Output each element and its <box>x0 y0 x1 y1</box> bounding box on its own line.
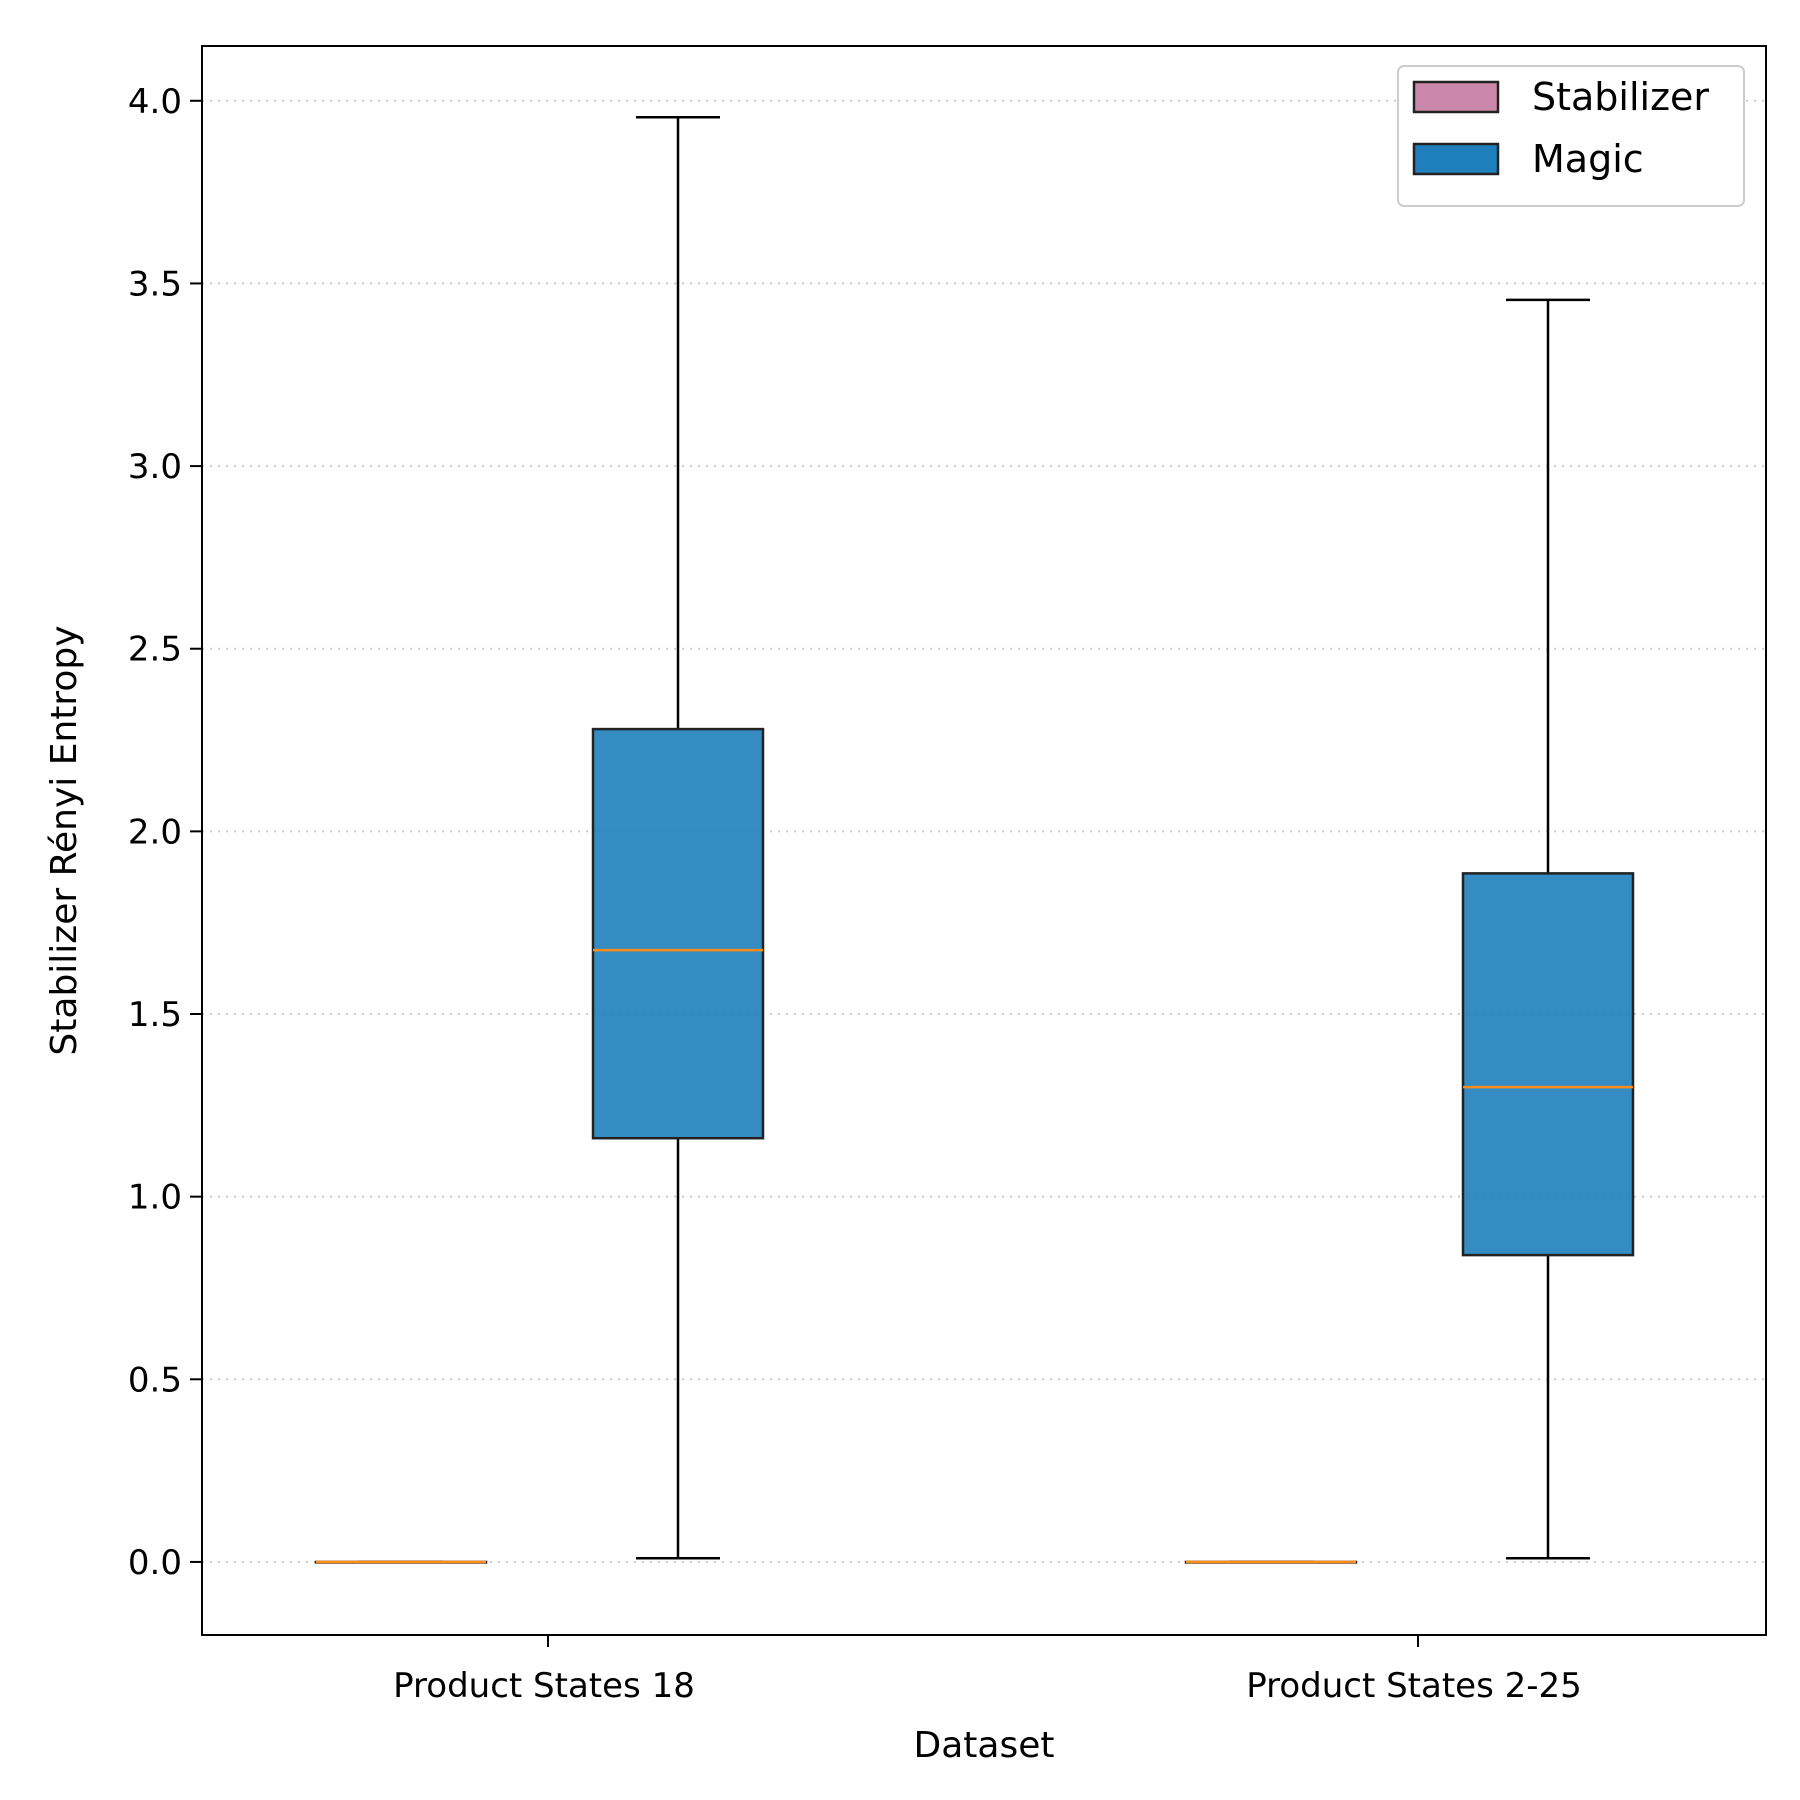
legend: Stabilizer Magic <box>1397 65 1745 207</box>
y-axis-ticks: 0.0 0.5 1.0 1.5 2.0 2.5 3.0 3.5 4.0 <box>128 82 202 1583</box>
y-axis-title: Stabilizer Rényi Entropy <box>44 625 85 1055</box>
y-tick-label: 1.0 <box>128 1178 182 1218</box>
x-axis-title: Dataset <box>914 1725 1055 1766</box>
y-tick-label: 1.5 <box>128 995 182 1035</box>
legend-swatch-magic <box>1412 142 1500 176</box>
y-tick-label: 3.5 <box>128 264 182 304</box>
legend-swatch-stabilizer <box>1412 80 1500 114</box>
y-tick-label: 0.5 <box>128 1360 182 1400</box>
box-magic-1 <box>591 115 765 1560</box>
box-magic-2 <box>1461 298 1635 1560</box>
box-iqr <box>591 727 765 1140</box>
y-tick-label: 2.0 <box>128 812 182 852</box>
x-tick-label: Product States 2-25 <box>1246 1666 1582 1706</box>
boxplots <box>314 115 1635 1564</box>
box-stabilizer-1 <box>314 1560 488 1564</box>
y-tick-label: 3.0 <box>128 447 182 487</box>
y-tick-label: 4.0 <box>128 82 182 122</box>
box-iqr <box>1461 872 1635 1257</box>
y-tick-label: 2.5 <box>128 630 182 670</box>
y-tick-label: 0.0 <box>128 1543 182 1583</box>
box-stabilizer-2 <box>1184 1560 1358 1564</box>
legend-label-magic: Magic <box>1532 137 1644 181</box>
x-tick-label: Product States 18 <box>393 1666 695 1706</box>
legend-label-stabilizer: Stabilizer <box>1532 75 1709 119</box>
x-axis-ticks: Product States 18 Product States 2-25 <box>393 1635 1582 1706</box>
plot-frame <box>201 45 1767 1636</box>
